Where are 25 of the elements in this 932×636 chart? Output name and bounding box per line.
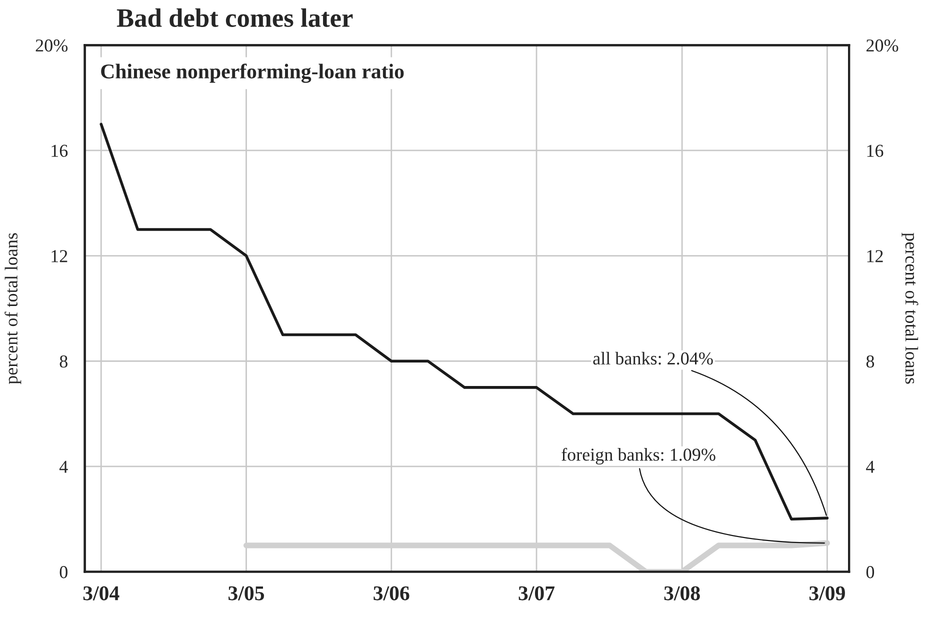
x-tick-label: 3/07: [518, 586, 555, 600]
x-tick-label: 3/05: [228, 586, 264, 600]
y-tick-label: 0: [60, 566, 68, 578]
y-tick-label: 12: [52, 250, 68, 262]
y2-tick-label: 12: [867, 250, 883, 262]
annotation: foreign banks: 1.09%: [562, 448, 716, 464]
y2-tick-label: 16: [867, 144, 884, 157]
y-axis-title: percent of total loans: [4, 233, 22, 384]
y2-tick-label: 20%: [866, 39, 898, 52]
y-tick-label: 16: [52, 144, 68, 157]
x-tick-label: 3/08: [664, 586, 700, 600]
y-tick-label: 20%: [36, 39, 68, 52]
x-tick-label: 3/06: [374, 586, 410, 600]
x-tick-label: 3/04: [83, 586, 120, 600]
annotation: all banks: 2.04%: [593, 352, 713, 365]
line-series: [100, 122, 829, 520]
y2-tick-label: 0: [866, 566, 874, 578]
x-tick-label: 3/09: [809, 586, 845, 600]
y-tick-label: 8: [60, 355, 68, 368]
y2-tick-label: 4: [866, 460, 874, 473]
y2-tick-label: 8: [866, 355, 874, 368]
y-tick-label: 4: [59, 460, 68, 473]
chart-title: Bad debt comes later: [116, 8, 353, 27]
y2-axis-title: percent of total loans: [902, 232, 918, 384]
text: Chinese nonperforming-loan ratio: [101, 64, 404, 83]
